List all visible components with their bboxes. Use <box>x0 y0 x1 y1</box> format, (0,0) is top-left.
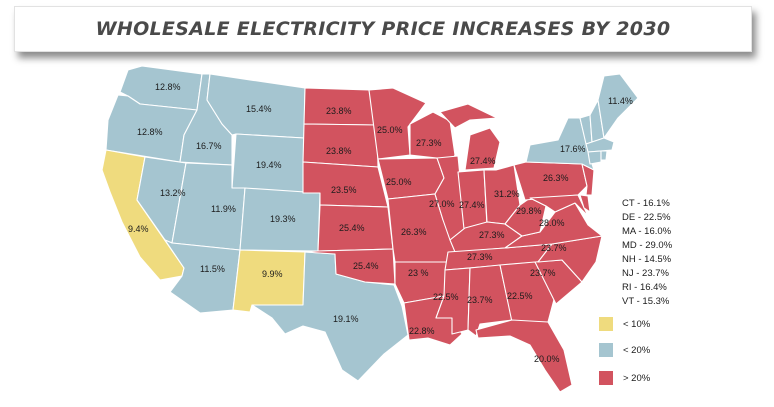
state-ma <box>585 137 615 153</box>
label-va: 28.0% <box>539 218 565 228</box>
small-state-note-nj: NJ - 23.7% <box>622 268 669 279</box>
small-state-note-ri: RI - 16.4% <box>622 282 667 293</box>
legend-label-high: > 20% <box>623 372 651 384</box>
small-state-note-ma: MA - 16.0% <box>622 226 672 237</box>
state-fl <box>475 319 573 393</box>
label-wi: 27.3% <box>416 138 442 148</box>
label-wv: 29.8% <box>516 206 542 216</box>
label-tn: 27.3% <box>467 252 493 262</box>
label-co: 19.3% <box>270 214 296 224</box>
label-nd: 23.8% <box>326 106 352 116</box>
legend-swatch-low <box>599 317 613 331</box>
label-mo: 26.3% <box>401 227 427 237</box>
label-wy: 19.4% <box>256 160 282 170</box>
label-nm: 9.9% <box>262 269 283 279</box>
label-or: 12.8% <box>137 127 163 137</box>
label-tx: 19.1% <box>333 314 359 324</box>
label-ne: 23.5% <box>331 185 357 195</box>
legend-label-mid: < 20% <box>623 344 651 356</box>
label-id: 16.7% <box>196 141 222 151</box>
small-state-note-md: MD - 29.0% <box>622 240 673 251</box>
state-me <box>597 73 639 139</box>
label-az: 11.5% <box>200 264 225 274</box>
title-banner: WHOLESALE ELECTRICITY PRICE INCREASES BY… <box>14 6 752 52</box>
label-in: 27.4% <box>459 200 485 210</box>
small-state-note-vt: VT - 15.3% <box>622 296 670 307</box>
label-mi: 27.4% <box>470 156 496 166</box>
small-state-note-nh: NH - 14.5% <box>622 254 672 265</box>
state-ct <box>587 150 602 165</box>
label-ca: 9.4% <box>128 224 149 234</box>
state-va <box>504 202 603 249</box>
label-mt: 15.4% <box>246 104 272 114</box>
label-me: 11.4% <box>608 96 633 106</box>
label-nv: 13.2% <box>160 188 186 198</box>
label-ky: 27.3% <box>479 230 505 240</box>
label-wa: 12.8% <box>155 82 181 92</box>
label-mn: 25.0% <box>377 125 403 135</box>
state-de <box>579 194 591 213</box>
state-mi-upper <box>439 103 498 129</box>
state-mi <box>464 127 501 171</box>
label-la: 22.8% <box>409 326 435 336</box>
label-ks: 25.4% <box>339 223 365 233</box>
label-pa: 26.3% <box>543 173 569 183</box>
state-il <box>434 155 466 241</box>
state-md <box>529 194 589 217</box>
legend-item-mid: < 20% <box>599 343 650 357</box>
state-nm <box>232 249 306 313</box>
state-ri <box>600 150 608 161</box>
legend-label-low: < 10% <box>623 318 651 330</box>
label-sc: 23.7% <box>530 268 556 278</box>
label-ia: 25.0% <box>386 177 412 187</box>
legend-item-high: > 20% <box>599 371 650 385</box>
label-il: 27.0% <box>429 199 455 209</box>
label-al: 23.7% <box>467 295 493 305</box>
state-ok <box>304 248 396 285</box>
legend-item-low: < 10% <box>599 317 650 331</box>
legend-swatch-mid <box>599 343 613 357</box>
label-ny: 17.6% <box>560 144 586 154</box>
legend-swatch-high <box>599 371 613 385</box>
label-ut: 11.9% <box>211 204 236 214</box>
label-ms: 22.5% <box>433 292 459 302</box>
label-sd: 23.8% <box>326 146 352 156</box>
label-ok: 25.4% <box>353 261 379 271</box>
small-state-note-ct: CT - 16.1% <box>622 198 670 209</box>
label-fl: 20.0% <box>534 354 560 364</box>
label-oh: 31.2% <box>494 189 520 199</box>
map-title: WHOLESALE ELECTRICITY PRICE INCREASES BY… <box>95 18 671 40</box>
label-ga: 22.5% <box>507 291 533 301</box>
label-ar: 23 % <box>408 268 429 278</box>
small-state-note-de: DE - 22.5% <box>622 212 671 223</box>
label-nc: 23.7% <box>541 243 567 253</box>
